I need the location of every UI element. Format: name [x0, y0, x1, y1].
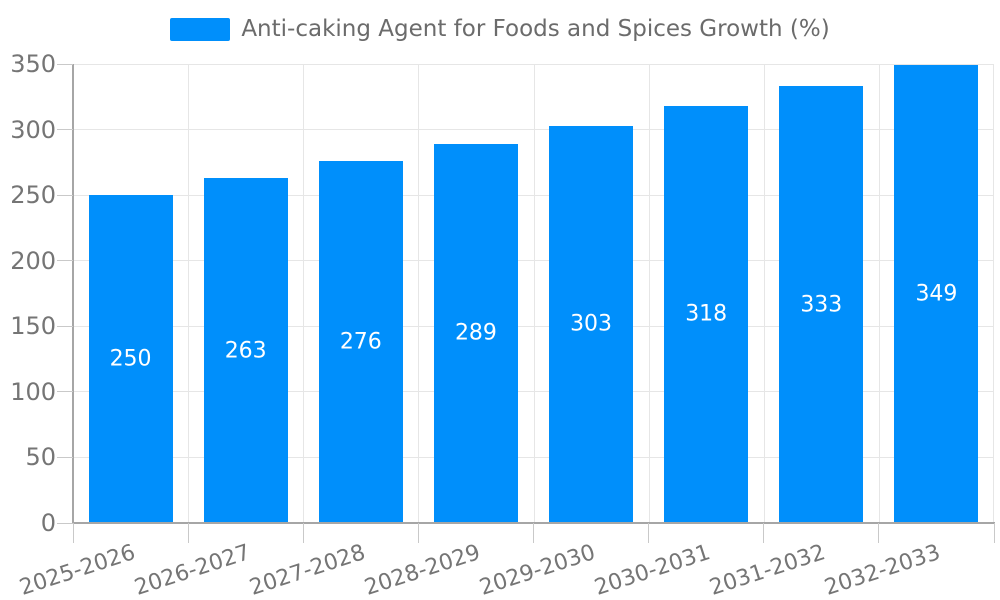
y-axis-label: 200 [10, 246, 56, 275]
y-axis-label: 150 [10, 312, 56, 341]
gridline-vertical [763, 64, 765, 523]
bar: 349 [894, 65, 979, 523]
gridline-vertical [418, 64, 420, 523]
bar: 333 [779, 86, 864, 523]
gridline-vertical [648, 64, 650, 523]
x-axis-tick [993, 523, 995, 543]
x-axis-tick [878, 523, 880, 543]
y-axis-tick [57, 260, 73, 262]
y-axis-tick [57, 63, 73, 65]
bar-value-label: 263 [224, 338, 267, 364]
x-axis-tick [417, 523, 419, 543]
y-axis-line [72, 64, 74, 523]
bar: 276 [318, 161, 403, 523]
x-axis-tick [533, 523, 534, 543]
y-axis-tick [57, 522, 73, 524]
gridline-vertical [993, 64, 994, 523]
bar-value-label: 250 [109, 346, 152, 372]
x-axis-tick [187, 523, 189, 543]
bar: 289 [433, 143, 518, 523]
bar: 318 [664, 105, 749, 523]
bar-value-label: 318 [685, 301, 728, 327]
x-axis-tick [763, 523, 765, 543]
bar-value-label: 289 [454, 320, 497, 346]
bar: 303 [549, 125, 634, 523]
bar-value-label: 276 [339, 329, 382, 355]
y-axis-label: 350 [10, 50, 56, 78]
gridline-vertical [188, 64, 190, 523]
y-axis-tick [57, 456, 73, 458]
bar-value-label: 333 [800, 292, 843, 318]
y-axis-tick [57, 129, 73, 131]
y-axis-label: 250 [10, 181, 56, 210]
legend[interactable]: Anti-caking Agent for Foods and Spices G… [0, 16, 1000, 42]
y-axis-label: 100 [10, 377, 56, 406]
plot-area: 250 263 276 289 303 318 333 349 [73, 63, 994, 523]
x-axis-tick [648, 523, 650, 543]
y-axis-label: 50 [25, 443, 56, 472]
bar-value-label: 303 [570, 311, 613, 337]
bar: 250 [88, 195, 173, 523]
x-axis-tick [302, 523, 304, 543]
bar: 263 [203, 178, 288, 523]
gridline-vertical [878, 64, 880, 523]
gridline-vertical [533, 64, 535, 523]
y-axis-tick [57, 325, 73, 327]
y-axis-tick [57, 391, 73, 393]
y-axis-label: 0 [40, 509, 56, 537]
legend-label: Anti-caking Agent for Foods and Spices G… [241, 16, 830, 42]
y-axis-label: 300 [10, 115, 56, 144]
bar-value-label: 349 [915, 281, 958, 307]
x-axis-tick [72, 523, 74, 543]
gridline-vertical [303, 64, 305, 523]
y-axis-tick [57, 194, 73, 196]
legend-swatch [170, 17, 231, 41]
